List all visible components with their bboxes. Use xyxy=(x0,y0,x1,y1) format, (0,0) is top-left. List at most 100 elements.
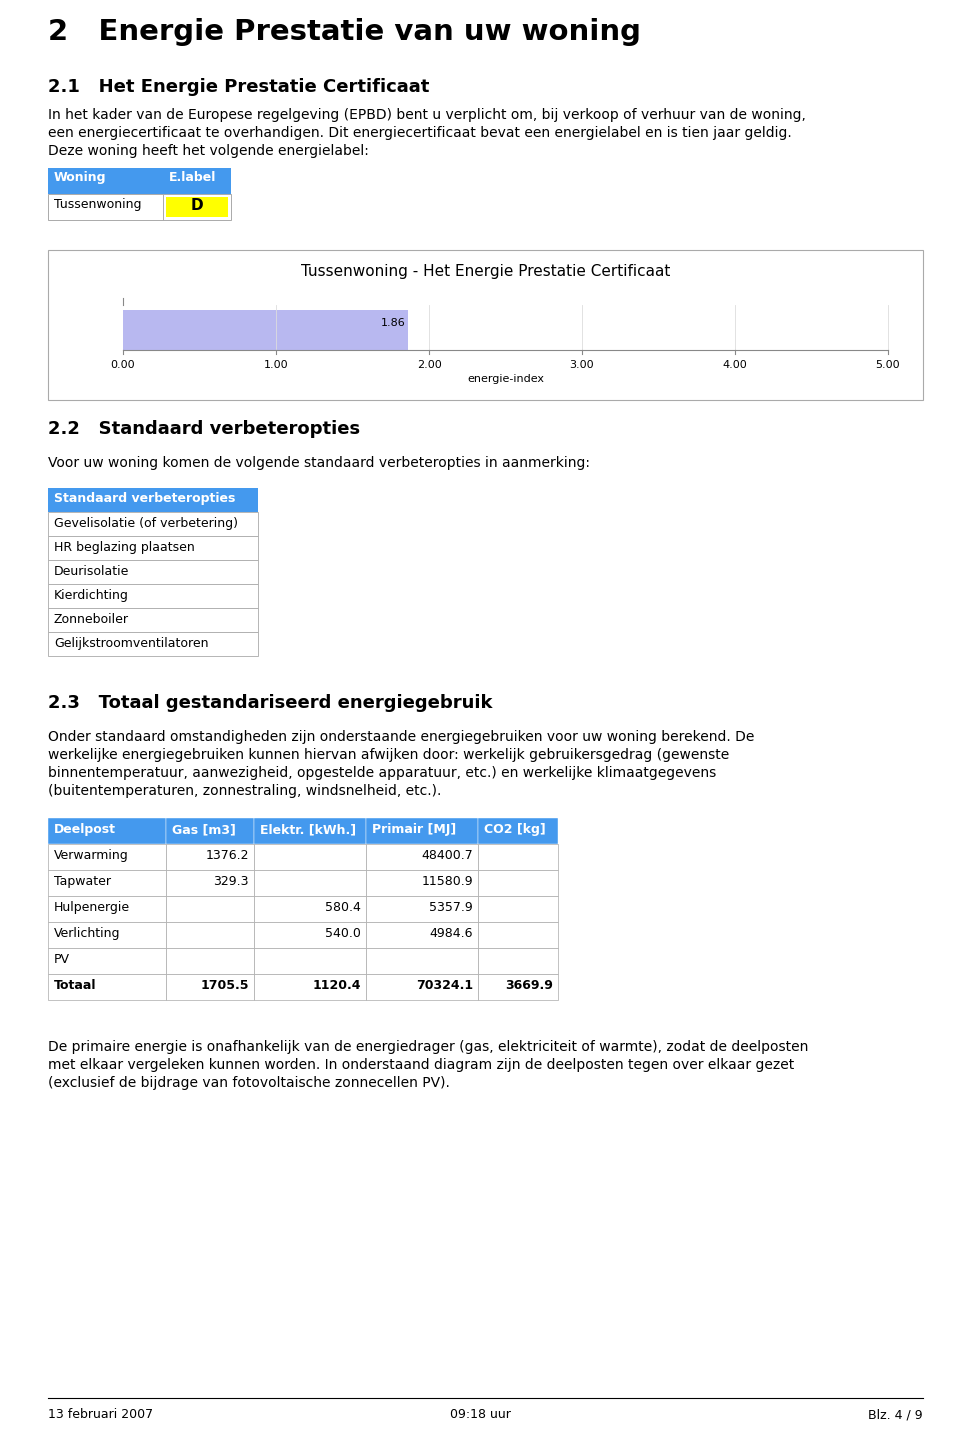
Text: Deurisolatie: Deurisolatie xyxy=(54,564,130,577)
FancyBboxPatch shape xyxy=(48,947,166,975)
Text: met elkaar vergeleken kunnen worden. In onderstaand diagram zijn de deelposten t: met elkaar vergeleken kunnen worden. In … xyxy=(48,1057,794,1072)
Text: 580.4: 580.4 xyxy=(325,902,361,915)
Text: 09:18 uur: 09:18 uur xyxy=(449,1408,511,1420)
Text: In het kader van de Europese regelgeving (EPBD) bent u verplicht om, bij verkoop: In het kader van de Europese regelgeving… xyxy=(48,109,805,121)
Text: Verwarming: Verwarming xyxy=(54,849,129,862)
FancyBboxPatch shape xyxy=(166,922,254,947)
Text: energie-index: energie-index xyxy=(467,374,544,384)
Text: CO2 [kg]: CO2 [kg] xyxy=(484,823,545,836)
Text: 11580.9: 11580.9 xyxy=(421,875,473,887)
FancyBboxPatch shape xyxy=(254,817,366,845)
Text: HR beglazing plaatsen: HR beglazing plaatsen xyxy=(54,542,195,554)
FancyBboxPatch shape xyxy=(48,169,231,194)
FancyBboxPatch shape xyxy=(48,584,258,607)
Text: 5357.9: 5357.9 xyxy=(429,902,473,915)
FancyBboxPatch shape xyxy=(48,870,166,896)
FancyBboxPatch shape xyxy=(48,896,166,922)
Text: Onder standaard omstandigheden zijn onderstaande energiegebruiken voor uw woning: Onder standaard omstandigheden zijn onde… xyxy=(48,730,755,745)
FancyBboxPatch shape xyxy=(478,922,558,947)
Text: 1376.2: 1376.2 xyxy=(205,849,249,862)
Text: Zonneboiler: Zonneboiler xyxy=(54,613,129,626)
FancyBboxPatch shape xyxy=(48,845,166,870)
Text: 13 februari 2007: 13 februari 2007 xyxy=(48,1408,154,1420)
Text: Tapwater: Tapwater xyxy=(54,875,111,887)
Text: Standaard verbeteropties: Standaard verbeteropties xyxy=(54,492,235,504)
FancyBboxPatch shape xyxy=(254,896,366,922)
FancyBboxPatch shape xyxy=(166,975,254,1000)
FancyBboxPatch shape xyxy=(166,845,254,870)
Text: PV: PV xyxy=(54,953,70,966)
Text: 5.00: 5.00 xyxy=(876,360,900,370)
Text: 3.00: 3.00 xyxy=(569,360,594,370)
Text: Deze woning heeft het volgende energielabel:: Deze woning heeft het volgende energiela… xyxy=(48,144,369,159)
Text: Deelpost: Deelpost xyxy=(54,823,116,836)
FancyBboxPatch shape xyxy=(48,487,258,512)
FancyBboxPatch shape xyxy=(166,817,254,845)
FancyBboxPatch shape xyxy=(48,536,258,560)
FancyBboxPatch shape xyxy=(166,947,254,975)
Text: een energiecertificaat te overhandigen. Dit energiecertificaat bevat een energie: een energiecertificaat te overhandigen. … xyxy=(48,126,792,140)
Text: 540.0: 540.0 xyxy=(325,927,361,940)
Text: Tussenwoning: Tussenwoning xyxy=(54,199,141,211)
Text: Gelijkstroomventilatoren: Gelijkstroomventilatoren xyxy=(54,637,208,650)
Text: 329.3: 329.3 xyxy=(213,875,249,887)
Text: 2.2   Standaard verbeteropties: 2.2 Standaard verbeteropties xyxy=(48,420,360,439)
Text: E.label: E.label xyxy=(169,171,216,184)
FancyBboxPatch shape xyxy=(48,817,166,845)
Text: Blz. 4 / 9: Blz. 4 / 9 xyxy=(869,1408,923,1420)
Text: Totaal: Totaal xyxy=(54,979,97,992)
Text: Woning: Woning xyxy=(54,171,107,184)
FancyBboxPatch shape xyxy=(48,560,258,584)
FancyBboxPatch shape xyxy=(478,896,558,922)
FancyBboxPatch shape xyxy=(48,632,258,656)
FancyBboxPatch shape xyxy=(478,870,558,896)
Text: 2   Energie Prestatie van uw woning: 2 Energie Prestatie van uw woning xyxy=(48,19,641,46)
FancyBboxPatch shape xyxy=(366,975,478,1000)
FancyBboxPatch shape xyxy=(166,197,228,217)
FancyBboxPatch shape xyxy=(366,817,478,845)
Text: Tussenwoning - Het Energie Prestatie Certificaat: Tussenwoning - Het Energie Prestatie Cer… xyxy=(300,264,670,279)
Text: (buitentemperaturen, zonnestraling, windsnelheid, etc.).: (buitentemperaturen, zonnestraling, wind… xyxy=(48,785,442,797)
Text: Gas [m3]: Gas [m3] xyxy=(172,823,236,836)
FancyBboxPatch shape xyxy=(166,870,254,896)
Text: 1.86: 1.86 xyxy=(381,319,405,329)
Text: binnentemperatuur, aanwezigheid, opgestelde apparatuur, etc.) en werkelijke klim: binnentemperatuur, aanwezigheid, opgeste… xyxy=(48,766,716,780)
FancyBboxPatch shape xyxy=(366,845,478,870)
Text: 2.1   Het Energie Prestatie Certificaat: 2.1 Het Energie Prestatie Certificaat xyxy=(48,79,429,96)
FancyBboxPatch shape xyxy=(366,922,478,947)
Text: 1.00: 1.00 xyxy=(264,360,288,370)
FancyBboxPatch shape xyxy=(478,845,558,870)
Text: 1120.4: 1120.4 xyxy=(313,979,361,992)
Text: Primair [MJ]: Primair [MJ] xyxy=(372,823,456,836)
Text: 0.00: 0.00 xyxy=(110,360,135,370)
Text: Voor uw woning komen de volgende standaard verbeteropties in aanmerking:: Voor uw woning komen de volgende standaa… xyxy=(48,456,590,470)
FancyBboxPatch shape xyxy=(366,947,478,975)
Text: 1705.5: 1705.5 xyxy=(201,979,249,992)
FancyBboxPatch shape xyxy=(48,975,166,1000)
FancyBboxPatch shape xyxy=(254,922,366,947)
FancyBboxPatch shape xyxy=(366,896,478,922)
FancyBboxPatch shape xyxy=(254,975,366,1000)
FancyBboxPatch shape xyxy=(254,845,366,870)
FancyBboxPatch shape xyxy=(478,817,558,845)
Text: Verlichting: Verlichting xyxy=(54,927,121,940)
Text: Gevelisolatie (of verbetering): Gevelisolatie (of verbetering) xyxy=(54,517,238,530)
FancyBboxPatch shape xyxy=(48,250,923,400)
Text: 4.00: 4.00 xyxy=(723,360,748,370)
FancyBboxPatch shape xyxy=(478,947,558,975)
FancyBboxPatch shape xyxy=(48,922,166,947)
Text: 48400.7: 48400.7 xyxy=(421,849,473,862)
Text: Elektr. [kWh.]: Elektr. [kWh.] xyxy=(260,823,356,836)
Text: D: D xyxy=(191,199,204,213)
FancyBboxPatch shape xyxy=(48,194,231,220)
Text: 3669.9: 3669.9 xyxy=(505,979,553,992)
FancyBboxPatch shape xyxy=(123,310,408,350)
Text: werkelijke energiegebruiken kunnen hiervan afwijken door: werkelijk gebruikersge: werkelijke energiegebruiken kunnen hierv… xyxy=(48,747,730,762)
Text: Kierdichting: Kierdichting xyxy=(54,589,129,602)
FancyBboxPatch shape xyxy=(366,870,478,896)
FancyBboxPatch shape xyxy=(48,512,258,536)
FancyBboxPatch shape xyxy=(254,947,366,975)
Text: 2.00: 2.00 xyxy=(417,360,442,370)
FancyBboxPatch shape xyxy=(48,607,258,632)
Text: De primaire energie is onafhankelijk van de energiedrager (gas, elektriciteit of: De primaire energie is onafhankelijk van… xyxy=(48,1040,808,1055)
